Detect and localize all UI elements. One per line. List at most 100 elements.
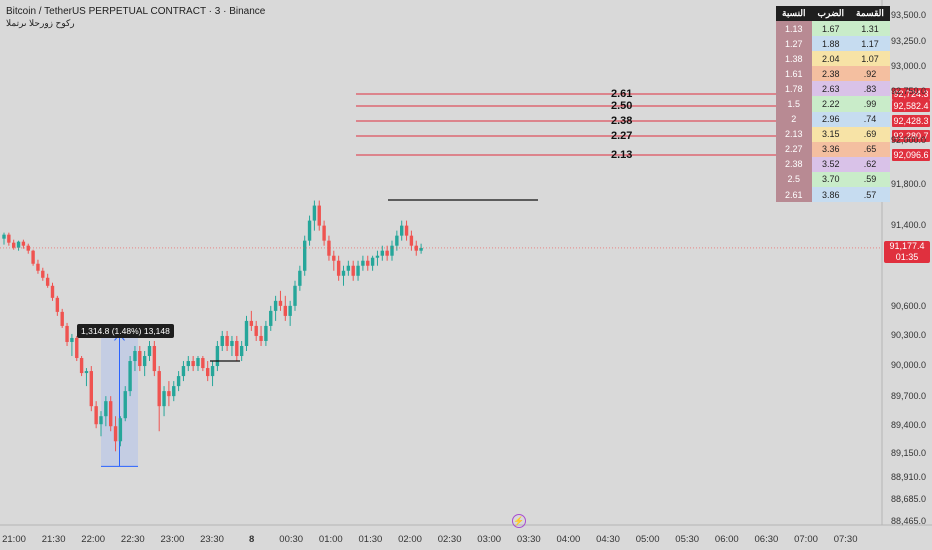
symbol-title[interactable]: Bitcoin / TetherUS PERPETUAL CONTRACT · … — [6, 6, 266, 17]
candle-body — [31, 250, 35, 264]
time-axis[interactable]: 21:00 21:30 22:00 22:30 23:00 23:30 8 00:30 01:0… — [0, 525, 882, 550]
candle-body — [395, 235, 399, 246]
table-row: 1.61 2.38.92 — [776, 66, 890, 82]
candle-body — [288, 305, 292, 316]
flash-icon[interactable]: ⚡ — [512, 514, 526, 528]
candle-body — [278, 300, 283, 306]
candle-body — [99, 416, 103, 425]
price-tick-label: 89,700.0 — [890, 391, 926, 401]
candle-body — [138, 350, 142, 367]
table-row: 1.78 2.63.83 — [776, 81, 890, 97]
table-cell: 1.07 — [850, 51, 890, 67]
level-price-tag: 92,582.4 — [892, 100, 930, 112]
table-cell: .57 — [850, 187, 890, 203]
candle-body — [351, 265, 355, 276]
candle-body — [12, 242, 16, 248]
candle-body — [370, 257, 375, 266]
price-tick-label: 89,150.0 — [890, 448, 926, 458]
price-tick-label: 91,800.0 — [890, 179, 926, 189]
candle-body — [230, 340, 234, 346]
price-tick-label: 93,250.0 — [890, 36, 926, 46]
time-tick-label: 21:00 — [2, 534, 26, 545]
price-tick-label: 90,000.0 — [890, 360, 926, 370]
level-price-tag: 92,096.6 — [892, 149, 930, 161]
time-tick-label: 01:00 — [318, 534, 343, 545]
candle-body — [181, 366, 186, 377]
candle-body — [322, 225, 326, 241]
time-tick-label: 06:00 — [714, 534, 739, 545]
candle-body — [215, 345, 220, 367]
table-cell: .62 — [850, 156, 890, 172]
table-cell: 3.70 — [811, 171, 851, 188]
time-tick-label: 03:30 — [516, 534, 541, 545]
time-tick-label: 23:30 — [200, 534, 224, 545]
candle-body — [75, 337, 79, 359]
candle-body — [172, 386, 176, 397]
candle-body — [220, 335, 224, 346]
table-row: 2.27 3.36.65 — [776, 141, 890, 157]
candle-body — [16, 241, 21, 248]
price-tick-label: 90,300.0 — [890, 330, 926, 340]
price-tick-label: 88,685.0 — [890, 494, 926, 504]
level-label: 2.38 — [611, 115, 633, 127]
table-row: 2 2.96.74 — [776, 111, 890, 127]
table-cell: .74 — [850, 111, 890, 127]
table-cell: 1.13 — [776, 21, 812, 37]
candle-body — [191, 361, 195, 367]
candle-body — [65, 325, 69, 342]
candle-body — [356, 265, 360, 276]
candle-body — [225, 335, 229, 346]
table-cell: 3.52 — [811, 156, 851, 172]
candle-body — [336, 260, 341, 276]
table-cell: 2.27 — [776, 141, 812, 157]
time-tick-label: 22:00 — [81, 534, 106, 545]
candle-body — [239, 345, 244, 357]
candle-body — [7, 234, 11, 243]
candle-body — [157, 371, 161, 407]
candle-body — [142, 356, 147, 367]
table-cell: 3.36 — [811, 141, 851, 157]
candle-body — [152, 345, 157, 372]
time-tick-label: 07:00 — [794, 534, 818, 545]
level-label: 2.27 — [611, 130, 633, 142]
candle-body — [147, 345, 152, 357]
time-tick-label: 02:30 — [437, 534, 462, 545]
candle-body — [307, 220, 312, 241]
table-cell: 1.5 — [776, 96, 812, 112]
candle-body — [45, 277, 50, 286]
table-row: 2.61 3.86.57 — [776, 187, 890, 203]
candle-body — [249, 320, 254, 326]
candle-body — [303, 240, 307, 271]
table-cell: 2.63 — [811, 81, 851, 97]
table-cell: 2.96 — [811, 111, 851, 127]
table-row: 1.13 1.67 1.31 — [776, 21, 890, 37]
level-price-tag: 92,428.3 — [892, 115, 930, 127]
candle-body — [283, 305, 287, 316]
table-cell: 2.38 — [776, 156, 812, 172]
price-tick-label: 93,000.0 — [890, 61, 926, 71]
table-cell: .59 — [850, 171, 890, 188]
candle-body — [123, 391, 127, 419]
candle-body — [409, 235, 414, 246]
candle-body — [113, 426, 118, 442]
candle-body — [293, 285, 297, 306]
candle-body — [298, 270, 302, 286]
price-axis[interactable]: 93,500.0 93,250.0 93,000.0 92,750.0 92,000.0… — [882, 0, 932, 526]
table-cell: 1.17 — [850, 36, 890, 52]
level-label: 2.13 — [611, 149, 633, 161]
candle-body — [79, 358, 84, 374]
time-tick-label: 05:00 — [635, 534, 660, 545]
candle-body — [89, 371, 93, 407]
candle-body — [50, 285, 55, 298]
candle-body — [235, 340, 239, 357]
candle-body — [109, 401, 113, 427]
table-cell: 2.04 — [811, 51, 851, 67]
table-cell: 3.15 — [811, 126, 851, 142]
candle-body — [41, 270, 45, 278]
candle-body — [312, 205, 317, 221]
candle-body — [201, 358, 205, 369]
time-tick-label: 8 — [248, 534, 255, 545]
candle-body — [94, 406, 98, 425]
